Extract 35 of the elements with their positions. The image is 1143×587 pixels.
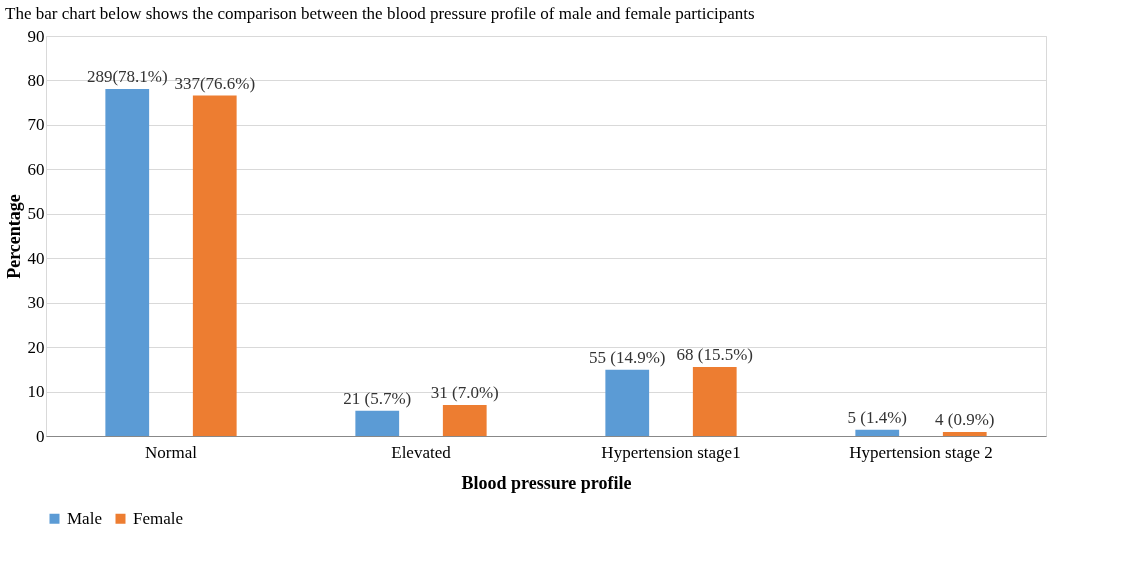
bar xyxy=(692,367,737,436)
data-label: 31 (7.0%) xyxy=(430,382,499,402)
data-label: 337(76.6%) xyxy=(174,73,256,93)
y-tick-label: 40 xyxy=(27,248,45,268)
y-tick-label: 30 xyxy=(27,293,45,313)
y-tick-label: 90 xyxy=(27,26,45,46)
y-tick-label: 0 xyxy=(36,426,45,446)
x-tick-label: Normal xyxy=(145,442,198,462)
data-label: 55 (14.9%) xyxy=(589,347,666,367)
x-tick-label: Elevated xyxy=(391,442,452,462)
bar xyxy=(442,404,487,436)
x-tick-label: Hypertension stage 2 xyxy=(849,442,993,462)
data-label: 289(78.1%) xyxy=(86,66,168,86)
legend-label: Female xyxy=(133,508,184,528)
bar xyxy=(605,369,650,436)
y-tick-label: 70 xyxy=(27,115,45,135)
y-tick-label: 20 xyxy=(27,337,45,357)
y-tick-label: 60 xyxy=(27,159,45,179)
legend-label: Male xyxy=(67,508,102,528)
data-label: 68 (15.5%) xyxy=(676,345,753,365)
bar xyxy=(942,432,987,436)
bar xyxy=(192,95,237,436)
bar xyxy=(355,410,400,436)
y-tick-label: 10 xyxy=(27,382,45,402)
y-tick-label: 80 xyxy=(27,70,45,90)
data-label: 5 (1.4%) xyxy=(847,407,907,427)
x-tick-label: Hypertension stage1 xyxy=(601,442,741,462)
chart-title: The bar chart below shows the comparison between the blood pressure profile of male and female participants xyxy=(5,4,755,23)
bar xyxy=(855,429,900,436)
data-label: 4 (0.9%) xyxy=(935,410,995,429)
bar xyxy=(105,88,150,436)
y-axis-title: Percentage xyxy=(3,194,24,279)
x-axis-title: Blood pressure profile xyxy=(461,472,632,493)
data-label: 21 (5.7%) xyxy=(343,388,412,408)
y-tick-label: 50 xyxy=(27,204,45,224)
